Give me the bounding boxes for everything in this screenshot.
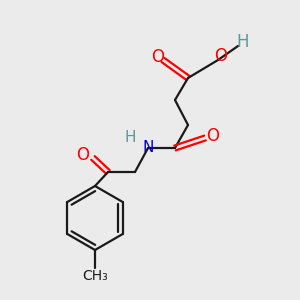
Text: H: H (124, 130, 136, 146)
Text: O: O (152, 48, 164, 66)
Text: H: H (237, 33, 249, 51)
Text: CH₃: CH₃ (82, 269, 108, 283)
Text: O: O (206, 127, 220, 145)
Text: N: N (142, 140, 154, 155)
Text: O: O (214, 47, 227, 65)
Text: O: O (76, 146, 89, 164)
